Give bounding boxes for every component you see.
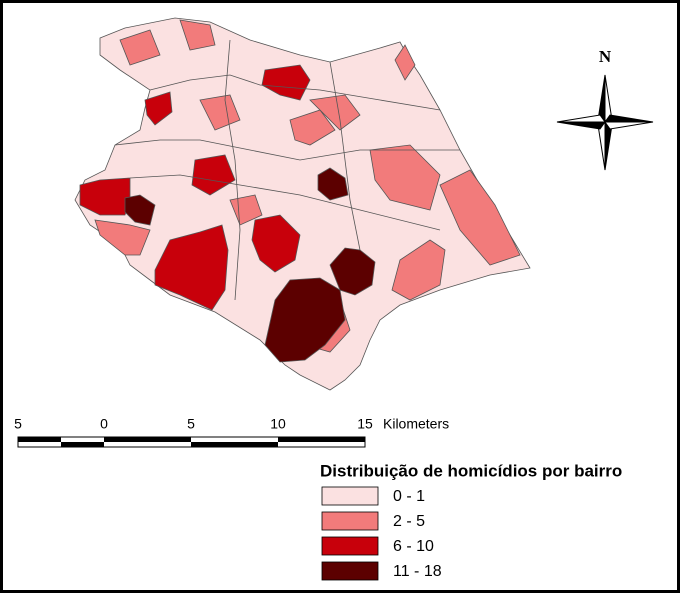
district <box>119 29 161 66</box>
district <box>329 247 376 296</box>
legend: Distribuição de homicídios por bairro 0 … <box>320 461 622 581</box>
district-border <box>114 139 460 161</box>
legend-swatch <box>321 536 379 556</box>
district <box>391 239 446 301</box>
scale-label: 15 <box>357 416 373 432</box>
district <box>264 277 346 363</box>
scale-bar: Kilometers 5 0 5 10 15 <box>14 416 449 448</box>
district <box>394 44 416 81</box>
legend-title: Distribuição de homicídios por bairro <box>320 461 622 480</box>
district <box>94 219 151 256</box>
map <box>74 17 531 391</box>
district <box>199 94 241 131</box>
district <box>309 94 361 131</box>
scale-label: 5 <box>187 416 195 432</box>
district <box>124 194 156 226</box>
legend-swatch <box>321 511 379 531</box>
compass: N <box>556 47 654 171</box>
legend-label: 2 - 5 <box>393 513 425 530</box>
district <box>144 91 173 126</box>
scale-unit: Kilometers <box>383 416 449 432</box>
district <box>439 169 521 266</box>
district <box>369 144 441 211</box>
legend-swatch <box>321 561 379 581</box>
district-border <box>129 174 441 231</box>
district <box>289 109 336 146</box>
north-label: N <box>599 47 612 66</box>
district-border <box>329 61 361 251</box>
scale-label: 0 <box>100 416 108 432</box>
district-border <box>149 74 441 111</box>
legend-label: 11 - 18 <box>393 563 442 580</box>
legend-label: 0 - 1 <box>393 488 425 505</box>
district <box>154 224 229 311</box>
scale-label: 10 <box>270 416 286 432</box>
district-border <box>224 39 241 301</box>
district <box>191 154 236 196</box>
legend-label: 6 - 10 <box>393 538 434 555</box>
district <box>317 167 349 201</box>
legend-swatch <box>321 486 379 506</box>
district <box>179 19 216 51</box>
scale-label: 5 <box>14 416 22 432</box>
district <box>251 214 301 273</box>
